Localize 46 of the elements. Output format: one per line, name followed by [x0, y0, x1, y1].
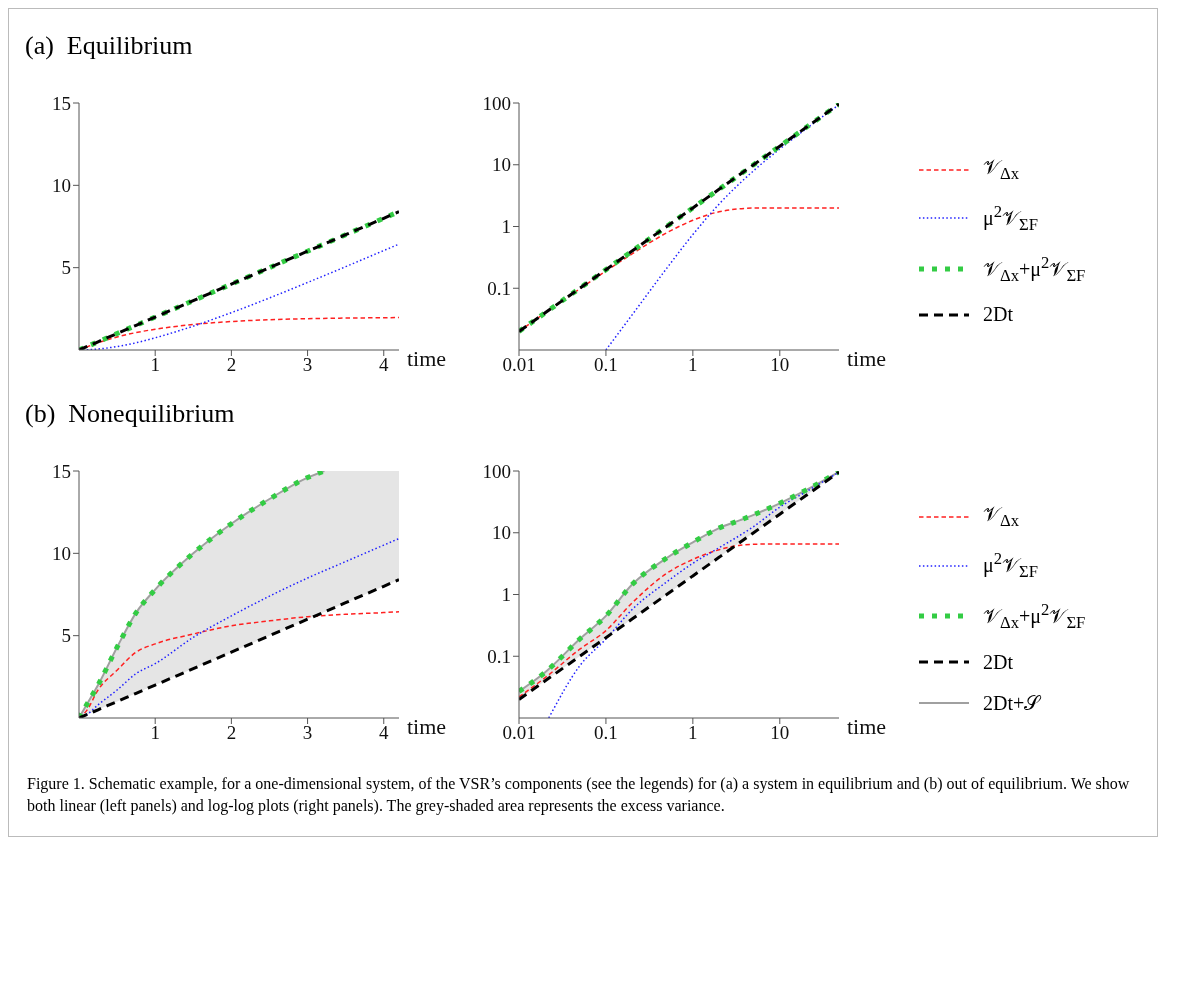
legend-label: μ$^{2}$𝒱$_{ΣF}$ [983, 201, 1039, 235]
x-tick-label: 3 [302, 354, 313, 376]
x-tick-label: 1 [150, 354, 160, 376]
x-tick-label: 2 [226, 354, 237, 376]
legend-label: 𝒱$_{Δx}$ [983, 503, 1020, 532]
x-axis-title: time [407, 345, 447, 371]
y-tick-label: 10 [492, 154, 511, 176]
x-axis-title: time [407, 713, 447, 739]
legend-label: 2Dt [983, 303, 1013, 327]
y-tick-label: 10 [492, 522, 511, 544]
y-tick-label: 0.1 [487, 277, 511, 299]
x-tick-label: 1 [150, 722, 160, 744]
chart-title: (a) Equilibrium [25, 31, 194, 61]
x-tick-label: 0.1 [594, 354, 618, 376]
legend-label: 𝒱$_{Δx}$+μ$^{2}$𝒱$_{ΣF}$ [983, 600, 1086, 633]
y-tick-label: 1 [501, 584, 511, 606]
legend-label: 2Dt [983, 650, 1013, 674]
x-tick-label: 10 [770, 354, 790, 376]
y-tick-label: 1 [501, 216, 511, 238]
x-tick-label: 0.1 [594, 722, 618, 744]
y-tick-label: 5 [61, 257, 71, 279]
y-tick-label: 100 [482, 460, 511, 482]
y-tick-label: 15 [52, 460, 71, 482]
y-tick-label: 10 [52, 175, 71, 197]
y-tick-label: 100 [482, 92, 511, 114]
x-tick-label: 1 [688, 354, 698, 376]
y-tick-label: 15 [52, 92, 71, 114]
legend-label: 2Dt+𝒮 [983, 691, 1040, 715]
legend-label: μ$^{2}$𝒱$_{ΣF}$ [983, 549, 1039, 582]
y-tick-label: 0.1 [487, 645, 511, 667]
legend-label: 𝒱$_{Δx}$ [983, 155, 1020, 184]
x-tick-label: 2 [226, 722, 237, 744]
x-axis-title: time [847, 713, 887, 739]
caption: Figure 1. Schematic example, for a one-dimensional system, of the VSR’s components (see the legends) for (a) a system in equilibrium and (b) out of equilibrium. We show both linear (left panels) and log-log plots (right panels). The grey-shaded area represents the excess variance. [27, 774, 1131, 817]
x-tick-label: 4 [379, 354, 390, 376]
x-axis-title: time [847, 345, 887, 371]
chart-title: (b) Nonequilibrium [25, 399, 236, 429]
x-tick-label: 0.01 [502, 354, 536, 376]
x-tick-label: 10 [770, 722, 790, 744]
x-tick-label: 0.01 [502, 722, 536, 744]
x-tick-label: 4 [379, 722, 390, 744]
legend-label: 𝒱$_{Δx}$+μ$^{2}$𝒱$_{ΣF}$ [983, 252, 1086, 286]
y-tick-label: 10 [52, 543, 71, 565]
y-tick-label: 5 [61, 625, 71, 647]
x-tick-label: 3 [302, 722, 313, 744]
x-tick-label: 1 [688, 722, 698, 744]
